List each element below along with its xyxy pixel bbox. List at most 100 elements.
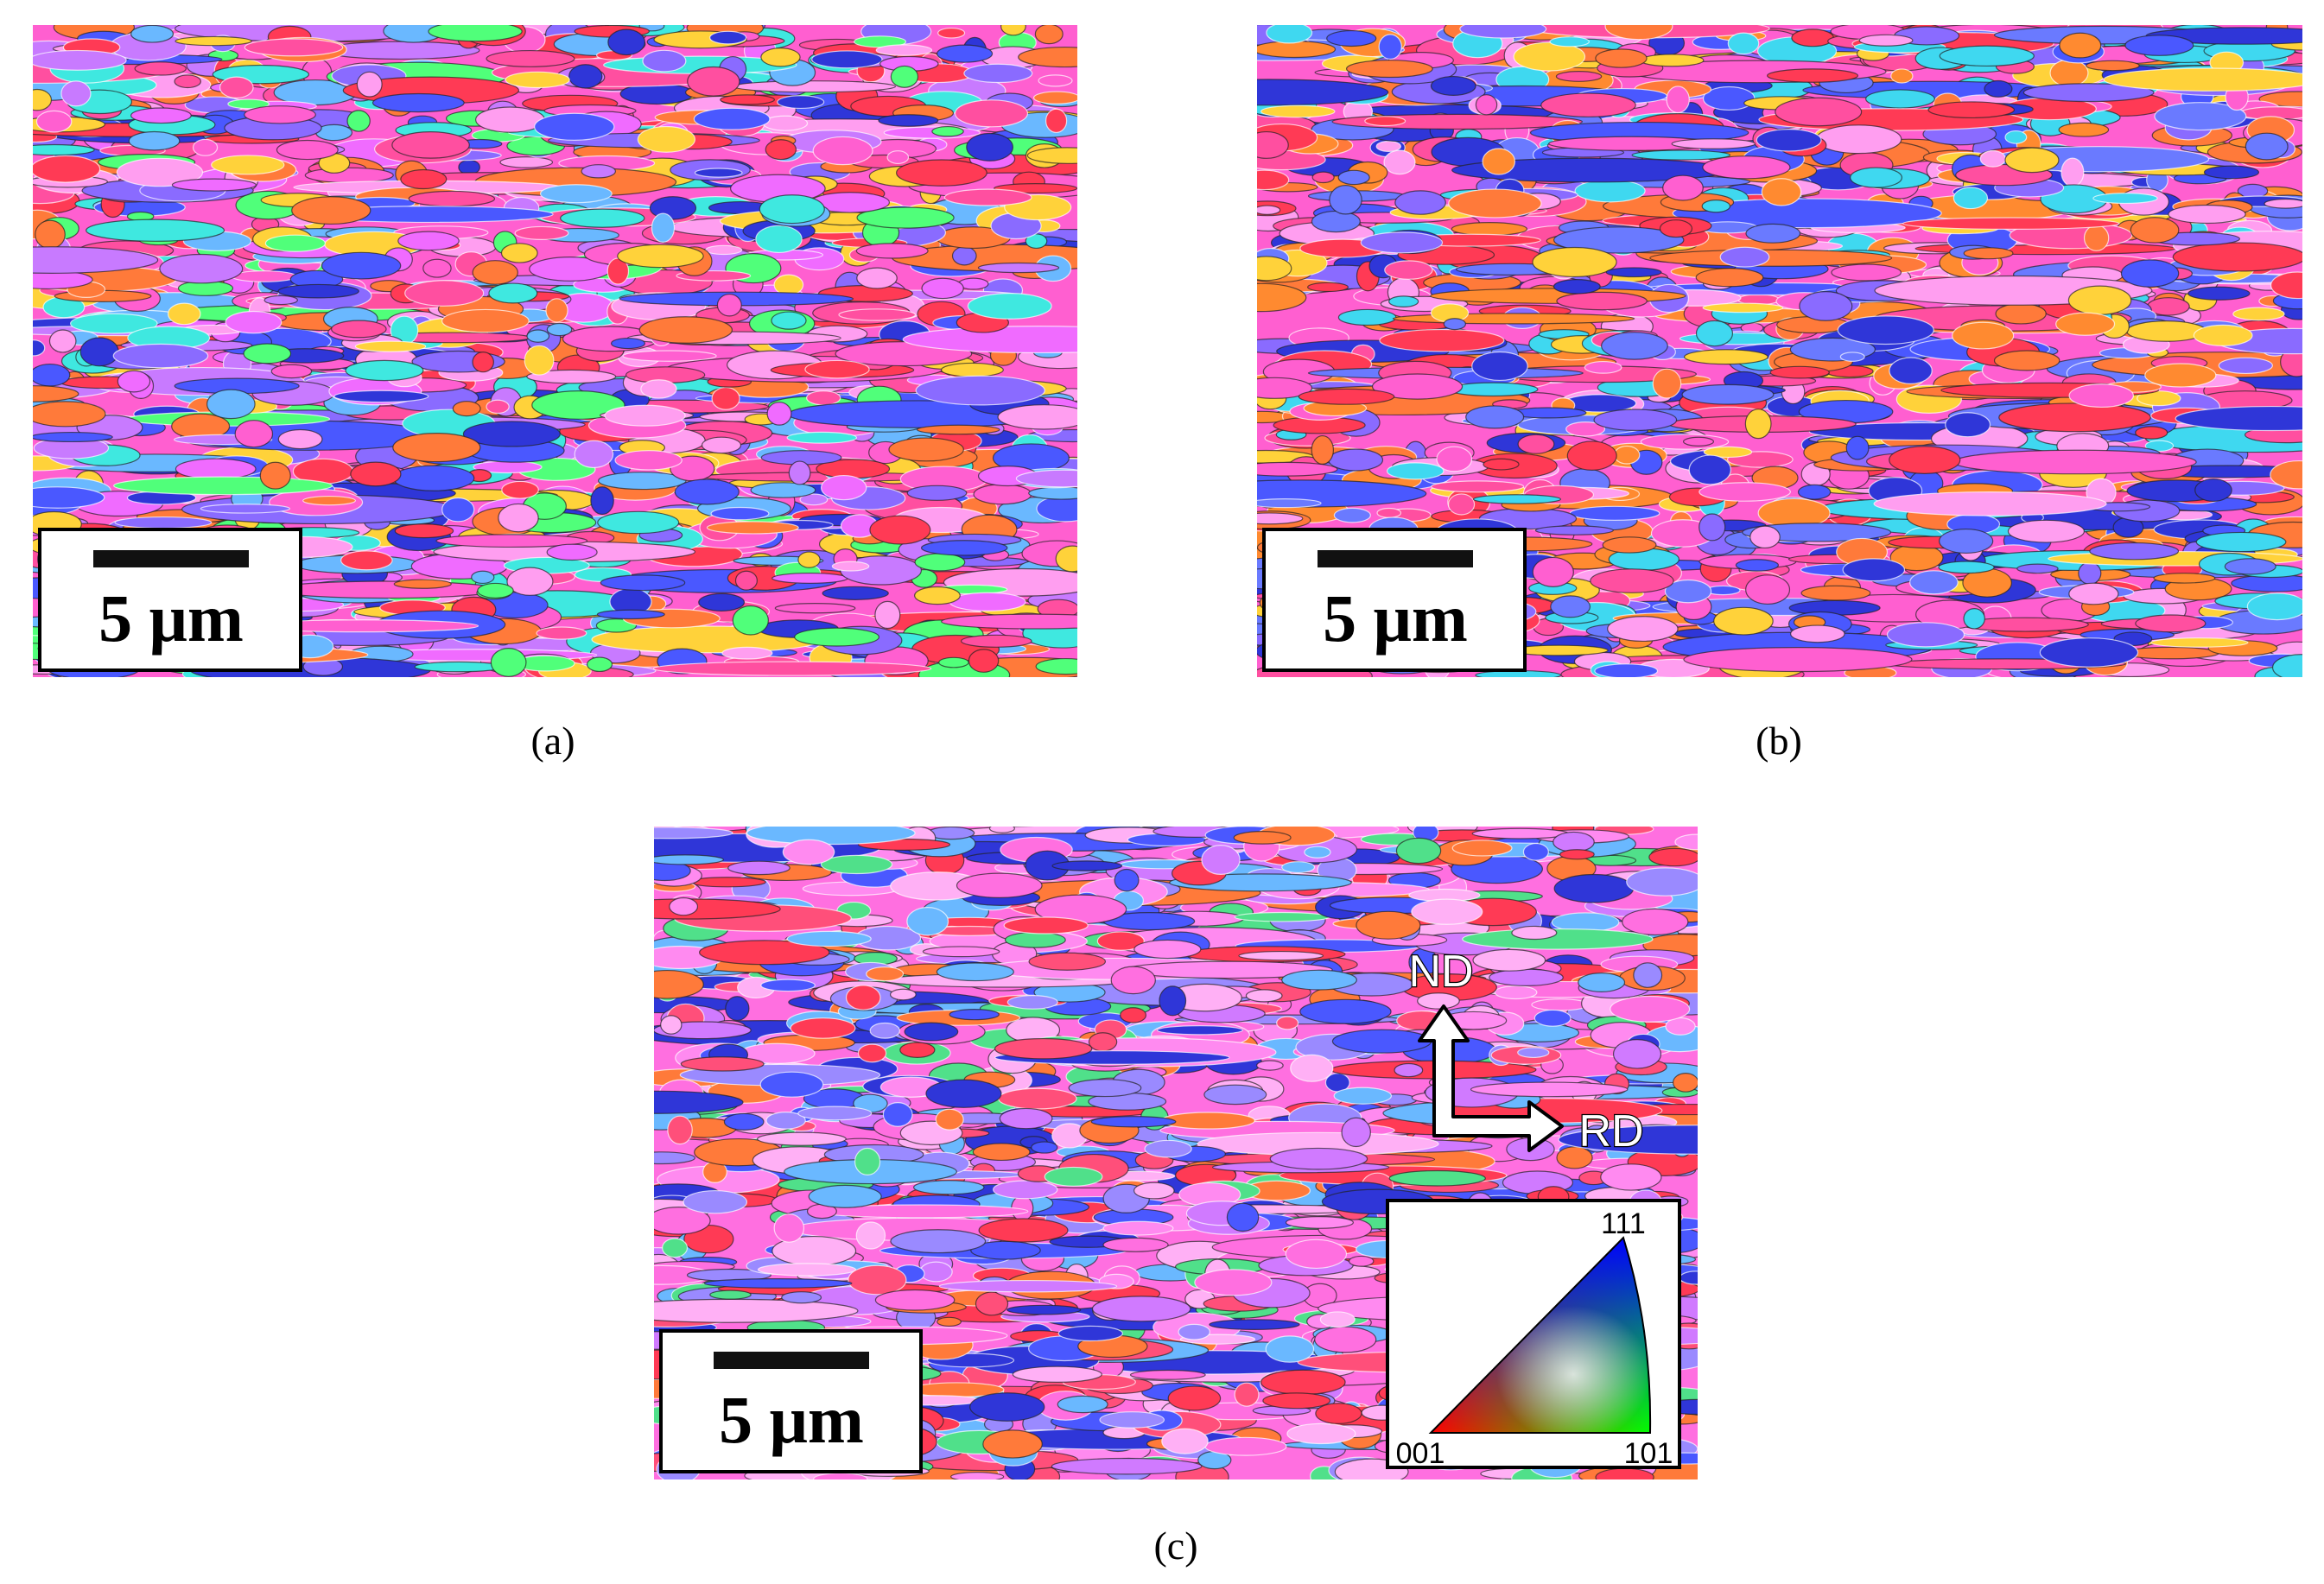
- grain: [878, 114, 939, 127]
- grain: [935, 1108, 964, 1131]
- grain: [1584, 360, 1622, 374]
- grain: [988, 827, 1015, 833]
- grain: [2089, 542, 2180, 561]
- grain: [1702, 155, 1791, 180]
- grain: [906, 907, 949, 936]
- grain: [1000, 25, 1026, 36]
- grain: [732, 605, 769, 636]
- grain: [35, 219, 66, 250]
- grain: [1953, 449, 2197, 475]
- grain: [913, 1180, 985, 1195]
- grain: [1265, 1335, 1315, 1363]
- grain: [1889, 446, 1961, 474]
- grain: [514, 225, 569, 240]
- grain: [1939, 528, 1994, 554]
- grain: [1038, 74, 1073, 87]
- grain: [1203, 1084, 1267, 1106]
- orientation-arrows: ND RD: [1407, 946, 1645, 1158]
- grain: [1659, 219, 1693, 238]
- grain: [1593, 409, 1678, 432]
- grain: [33, 401, 106, 428]
- grain: [896, 159, 987, 187]
- grain: [1984, 79, 2013, 98]
- grain: [1306, 282, 1349, 293]
- grain: [1775, 97, 1863, 127]
- grain: [560, 208, 645, 228]
- grain: [720, 94, 775, 105]
- grain: [1018, 46, 1077, 68]
- grain: [808, 1184, 882, 1208]
- grain: [845, 985, 881, 1011]
- grain: [1015, 469, 1077, 488]
- grain: [1257, 79, 1389, 106]
- grain: [759, 194, 825, 225]
- grain: [1649, 249, 1893, 267]
- grain: [1482, 148, 1516, 175]
- grain: [2203, 165, 2260, 180]
- grain: [33, 385, 79, 402]
- grain: [1839, 352, 1865, 362]
- grain: [2172, 242, 2302, 272]
- grain: [936, 962, 1014, 982]
- grain: [1091, 1296, 1191, 1322]
- grain: [331, 320, 387, 339]
- grain: [1003, 916, 1089, 935]
- grain: [219, 76, 254, 99]
- grain: [1448, 188, 1542, 219]
- grain: [391, 131, 470, 159]
- grain: [534, 112, 615, 141]
- grain: [488, 282, 538, 304]
- scale-bar: 5 μm: [659, 1329, 923, 1473]
- grain: [2270, 459, 2302, 490]
- grain: [1837, 315, 1934, 345]
- grain: [1674, 833, 1698, 851]
- grain: [766, 402, 792, 426]
- grain: [1096, 931, 1145, 951]
- grain: [1012, 1365, 1102, 1384]
- grain: [1298, 388, 1395, 405]
- grain: [2193, 324, 2253, 346]
- grain: [1311, 171, 1335, 184]
- grain: [2144, 363, 2217, 388]
- grain: [536, 626, 587, 640]
- grain: [243, 343, 292, 364]
- grain: [291, 196, 371, 225]
- grain: [1553, 831, 1595, 852]
- grain: [1472, 948, 1546, 972]
- grain: [486, 399, 510, 415]
- grain: [2137, 390, 2181, 407]
- grain: [812, 136, 873, 166]
- grain: [888, 437, 964, 462]
- grain: [574, 440, 614, 469]
- grain: [1256, 1060, 1284, 1071]
- grain: [128, 130, 181, 151]
- grain: [48, 329, 77, 353]
- grain: [346, 110, 371, 132]
- grain: [1865, 89, 1935, 109]
- grain: [890, 65, 919, 88]
- grain: [1594, 663, 1659, 677]
- grain: [1735, 559, 1780, 572]
- grain: [1602, 536, 1657, 554]
- grain: [1257, 377, 1313, 399]
- grain: [1257, 205, 1281, 215]
- grain: [906, 485, 968, 501]
- grain: [710, 506, 770, 521]
- grain: [963, 63, 1033, 84]
- grain: [1375, 140, 1402, 152]
- grain: [60, 80, 92, 107]
- grain: [725, 996, 750, 1022]
- grain: [2078, 561, 2102, 585]
- grain: [1517, 434, 1555, 454]
- grain: [1610, 995, 1691, 1023]
- grain: [2060, 157, 2085, 187]
- grain: [890, 1229, 987, 1254]
- grain: [1489, 968, 1564, 986]
- grain: [1815, 124, 1902, 155]
- grain: [1595, 1467, 1654, 1479]
- grain: [1356, 910, 1421, 940]
- grain: [914, 553, 966, 572]
- grain: [506, 567, 554, 596]
- grain: [1648, 847, 1698, 867]
- grain: [1566, 440, 1617, 471]
